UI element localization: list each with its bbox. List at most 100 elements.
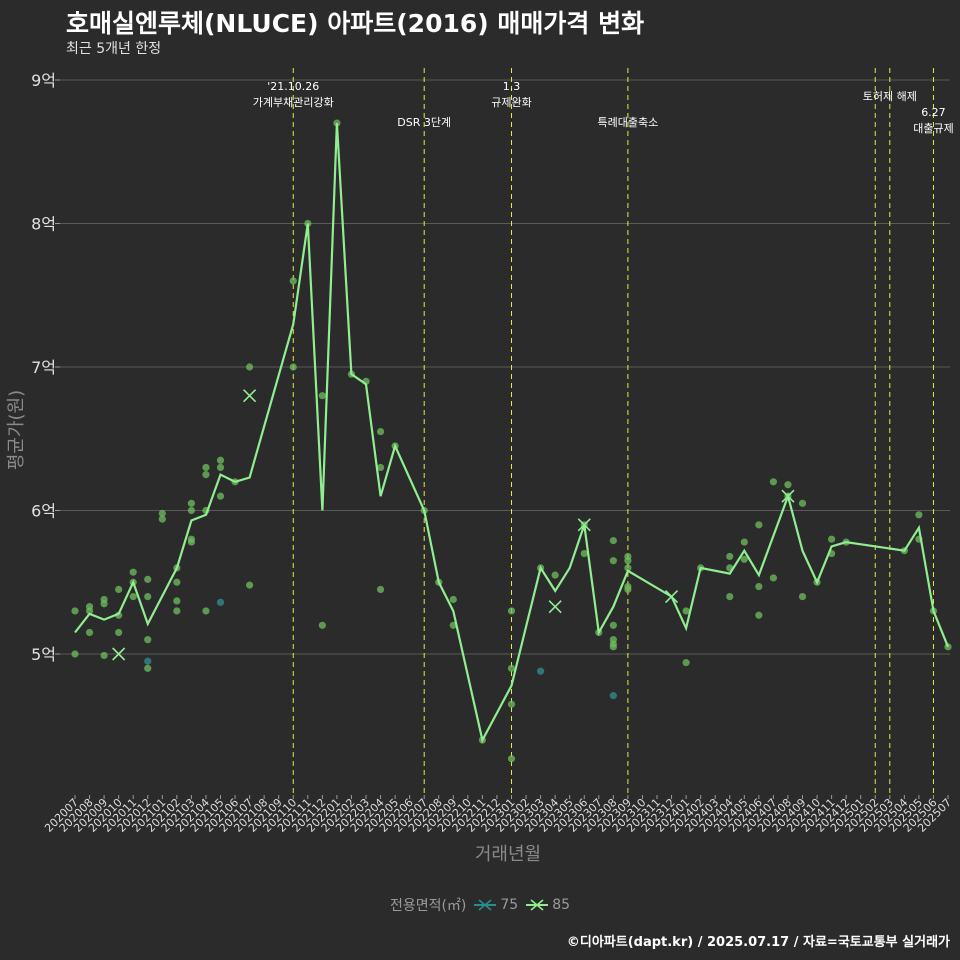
point-75 bbox=[216, 598, 225, 606]
event-label: 6.27 bbox=[921, 106, 946, 119]
point-85 bbox=[202, 607, 210, 615]
point-85 bbox=[624, 585, 632, 594]
average-x-marker bbox=[243, 389, 257, 403]
point-85 bbox=[115, 585, 123, 594]
legend-title: 전용면적(㎡) bbox=[389, 898, 467, 914]
average-x-marker bbox=[548, 600, 562, 614]
point-85 bbox=[115, 628, 123, 637]
marker-stroke bbox=[112, 647, 126, 661]
point-85 bbox=[100, 600, 108, 608]
point-85 bbox=[158, 509, 166, 517]
event-label: 토허제 해제 bbox=[863, 89, 917, 103]
legend-label-75: 75 bbox=[500, 897, 519, 913]
point-85 bbox=[726, 593, 734, 601]
point-85 bbox=[784, 481, 792, 489]
source-caption: ©디아파트(dapt.kr) / 2025.07.17 / 자료=국토교통부 실… bbox=[566, 935, 950, 950]
point-85 bbox=[376, 463, 385, 472]
event-label: 특례대출축소 bbox=[598, 116, 659, 129]
point-85 bbox=[740, 538, 748, 546]
marker-stroke bbox=[243, 389, 257, 403]
point-85 bbox=[376, 585, 385, 594]
point-75 bbox=[144, 657, 152, 665]
point-85 bbox=[85, 628, 94, 637]
y-axis: 5억 6억 7억 8억 9억 bbox=[31, 71, 60, 664]
legend: 전용면적(㎡) 75 85 bbox=[0, 895, 960, 915]
chart-title: 호매실엔루체(NLUCE) 아파트(2016) 매매가격 변화 bbox=[66, 9, 645, 38]
point-85 bbox=[798, 499, 807, 507]
event-label: 규제완화 bbox=[491, 96, 531, 109]
y-tick-label: 7억 bbox=[31, 358, 56, 377]
point-85 bbox=[187, 506, 195, 515]
grid-lines bbox=[60, 79, 950, 655]
point-85 bbox=[580, 549, 588, 558]
marker-stroke bbox=[548, 600, 562, 614]
average-markers bbox=[112, 389, 795, 661]
point-85 bbox=[202, 463, 210, 472]
point-85 bbox=[216, 492, 225, 500]
y-tick-label: 5억 bbox=[31, 645, 56, 664]
point-85 bbox=[769, 574, 778, 582]
legend-label-85: 85 bbox=[552, 897, 571, 913]
point-85 bbox=[828, 535, 836, 543]
y-tick-label: 9억 bbox=[31, 71, 56, 90]
point-85 bbox=[507, 607, 516, 615]
point-85 bbox=[202, 471, 210, 479]
point-85 bbox=[609, 537, 617, 545]
event-label: 대출규제 bbox=[913, 122, 953, 135]
legend-item-75: 75 bbox=[474, 897, 518, 913]
point-85 bbox=[755, 582, 763, 591]
point-85 bbox=[289, 363, 297, 371]
y-tick-label: 8억 bbox=[31, 215, 56, 234]
point-85 bbox=[216, 456, 225, 464]
point-85 bbox=[740, 555, 748, 563]
point-85 bbox=[798, 593, 807, 601]
point-85 bbox=[769, 478, 778, 486]
point-85 bbox=[755, 611, 763, 619]
point-85 bbox=[100, 651, 108, 660]
point-85 bbox=[216, 463, 225, 472]
point-85 bbox=[318, 392, 326, 400]
point-85 bbox=[158, 515, 166, 523]
point-85 bbox=[173, 597, 181, 605]
point-85 bbox=[289, 277, 297, 285]
legend-key-75-icon bbox=[474, 899, 497, 911]
point-85 bbox=[624, 564, 632, 572]
point-85 bbox=[187, 538, 195, 546]
point-85 bbox=[144, 575, 152, 583]
point-85 bbox=[682, 659, 690, 667]
point-85 bbox=[915, 511, 923, 519]
point-85 bbox=[144, 593, 152, 601]
x-axis-label: 거래년월 bbox=[475, 844, 541, 865]
x-axis: 2020072020082020092020102020112020122021… bbox=[42, 795, 954, 835]
point-85 bbox=[507, 664, 516, 672]
point-85 bbox=[449, 595, 457, 604]
event-label: 1.3 bbox=[503, 80, 521, 93]
point-85 bbox=[173, 578, 181, 586]
point-85 bbox=[144, 664, 152, 672]
point-85 bbox=[609, 621, 617, 629]
point-85 bbox=[246, 581, 254, 589]
point-75 bbox=[609, 692, 617, 700]
event-label: '21.10.26 bbox=[267, 80, 319, 93]
point-85 bbox=[682, 607, 690, 615]
average-x-marker bbox=[112, 647, 126, 661]
legend-item-85: 85 bbox=[526, 897, 570, 913]
y-axis-label: 평균가(원) bbox=[6, 390, 27, 470]
point-85 bbox=[187, 499, 195, 507]
event-label: 가계부채관리강화 bbox=[253, 96, 334, 109]
point-85 bbox=[551, 571, 559, 579]
point-85 bbox=[376, 427, 385, 436]
point-85 bbox=[507, 700, 516, 708]
point-85 bbox=[246, 363, 254, 371]
point-85 bbox=[726, 552, 734, 561]
series-85-line bbox=[74, 123, 950, 744]
y-tick-label: 6억 bbox=[31, 502, 56, 521]
point-85 bbox=[318, 621, 326, 629]
chart-subtitle: 최근 5개년 한정 bbox=[66, 41, 162, 57]
event-label: DSR 3단계 bbox=[397, 116, 451, 129]
legend-key-85-icon bbox=[526, 899, 549, 911]
point-85 bbox=[507, 755, 516, 763]
point-85 bbox=[624, 557, 632, 565]
